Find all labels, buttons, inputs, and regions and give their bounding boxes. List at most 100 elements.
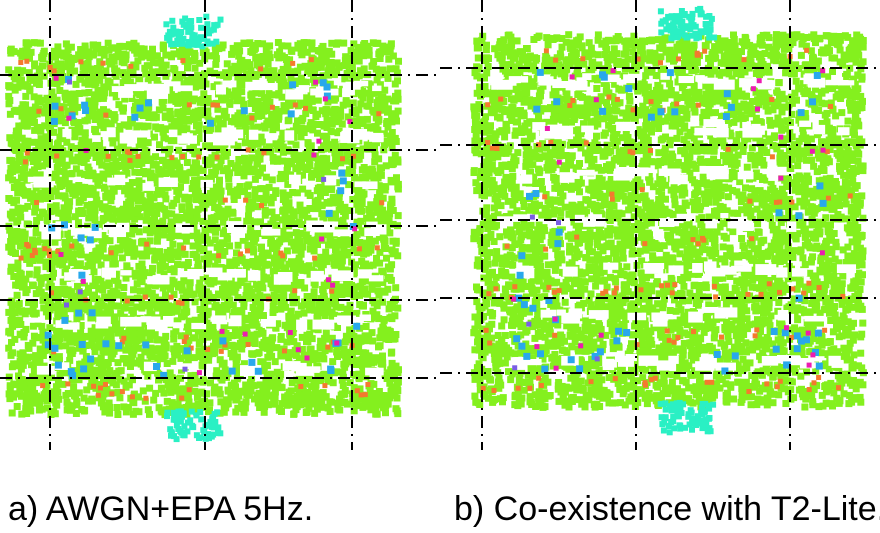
data-point	[381, 371, 389, 379]
data-point	[15, 122, 23, 130]
data-point	[91, 206, 99, 214]
data-point	[384, 326, 392, 334]
data-point	[308, 335, 316, 343]
data-point	[162, 294, 170, 302]
data-point	[381, 139, 389, 147]
data-point	[237, 279, 245, 286]
data-point	[47, 208, 55, 216]
data-point	[131, 168, 139, 176]
data-point	[112, 93, 120, 101]
data-point	[319, 289, 327, 297]
data-point	[157, 56, 165, 64]
data-point	[312, 113, 320, 121]
data-point	[235, 392, 243, 400]
data-point	[380, 242, 388, 250]
data-point	[214, 303, 222, 311]
data-point	[317, 337, 325, 345]
data-point	[215, 291, 223, 299]
data-point	[314, 129, 321, 137]
data-point	[92, 70, 100, 78]
data-point	[355, 202, 362, 209]
data-point	[287, 387, 295, 395]
data-point	[357, 217, 365, 225]
data-point	[135, 169, 143, 176]
data-point	[325, 372, 333, 380]
data-point	[274, 320, 282, 328]
data-point	[369, 307, 377, 315]
data-point	[262, 336, 270, 344]
data-point	[302, 150, 310, 158]
data-point	[350, 40, 358, 48]
data-point	[97, 261, 105, 269]
data-point	[143, 62, 151, 70]
data-point	[373, 280, 381, 288]
data-point	[257, 185, 265, 193]
data-point	[172, 219, 180, 227]
data-point	[352, 110, 360, 118]
data-point	[174, 108, 182, 116]
data-point	[315, 76, 323, 84]
data-point	[45, 283, 53, 291]
data-point	[252, 297, 260, 305]
data-point	[36, 195, 44, 203]
data-point	[96, 87, 104, 94]
data-point	[335, 193, 343, 201]
data-point	[234, 191, 242, 199]
data-point	[149, 264, 156, 272]
data-point	[78, 148, 86, 156]
data-point	[122, 164, 130, 172]
data-point	[165, 210, 173, 218]
data-point	[305, 305, 313, 313]
data-point	[261, 403, 269, 410]
data-point	[352, 261, 359, 269]
data-point	[265, 261, 273, 269]
data-point	[37, 279, 45, 287]
data-point	[357, 282, 365, 290]
data-point	[250, 382, 258, 390]
data-point	[259, 40, 267, 48]
data-point	[181, 88, 189, 96]
data-point	[166, 110, 174, 118]
data-point	[149, 59, 157, 67]
data-point	[143, 211, 151, 219]
data-point	[181, 104, 189, 112]
data-point	[294, 81, 302, 88]
data-point	[204, 174, 212, 182]
data-point	[238, 88, 246, 96]
data-point	[393, 69, 401, 77]
data-point	[373, 254, 380, 262]
data-point	[319, 121, 327, 129]
data-point	[31, 126, 39, 134]
data-point	[225, 182, 233, 190]
data-point	[287, 311, 295, 319]
data-point	[388, 161, 396, 169]
data-point	[294, 393, 302, 400]
data-point	[350, 246, 358, 254]
data-point	[320, 142, 327, 150]
data-point	[52, 392, 60, 400]
data-point	[247, 118, 255, 126]
data-point	[106, 78, 114, 86]
data-point	[314, 96, 322, 104]
data-point	[236, 257, 244, 265]
data-point	[121, 236, 129, 244]
data-point	[361, 393, 369, 401]
data-point	[360, 368, 368, 376]
data-point	[279, 157, 287, 165]
data-point	[47, 203, 54, 211]
data-point	[128, 179, 136, 186]
data-point	[281, 321, 289, 329]
data-point	[333, 368, 341, 376]
data-point	[14, 184, 22, 192]
data-point	[249, 139, 256, 147]
data-point	[344, 290, 351, 298]
data-point	[85, 299, 93, 307]
data-point	[159, 157, 167, 164]
data-point	[181, 195, 189, 203]
data-point	[31, 60, 39, 68]
data-point	[138, 295, 145, 303]
data-point	[215, 115, 223, 123]
data-point	[223, 305, 231, 313]
data-point	[148, 328, 155, 336]
data-point	[133, 294, 141, 302]
